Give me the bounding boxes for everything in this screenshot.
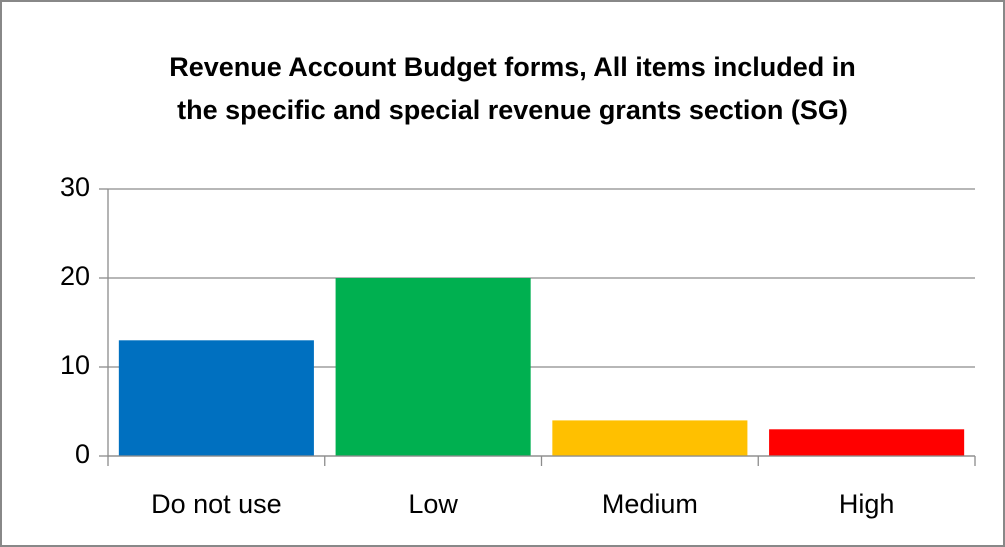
bar xyxy=(552,420,748,456)
x-tick-label: Do not use xyxy=(151,489,282,519)
y-tick-label: 20 xyxy=(60,261,90,291)
bar xyxy=(335,278,531,456)
x-tick-label: Low xyxy=(408,489,458,519)
chart-title: Revenue Account Budget forms, All items … xyxy=(169,52,856,125)
y-tick-label: 10 xyxy=(60,350,90,380)
x-tick-label: Medium xyxy=(602,489,698,519)
bar xyxy=(769,429,965,456)
y-tick-label: 30 xyxy=(60,172,90,202)
bar xyxy=(118,340,314,456)
x-tick-label: High xyxy=(839,489,895,519)
y-tick-label: 0 xyxy=(75,439,90,469)
